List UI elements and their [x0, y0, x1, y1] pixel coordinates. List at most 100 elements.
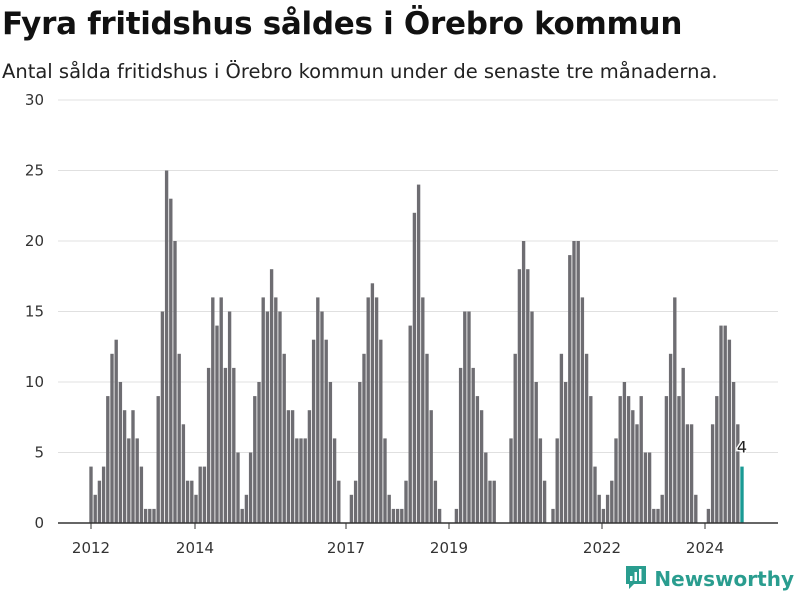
- bar: [358, 382, 362, 523]
- bar-series: [89, 170, 744, 524]
- bar: [433, 480, 438, 523]
- bar: [614, 438, 618, 523]
- bar: [118, 382, 123, 523]
- bar: [652, 508, 656, 523]
- bar: [416, 184, 421, 523]
- y-tick-label: 30: [25, 91, 44, 109]
- bar: [177, 353, 181, 523]
- bar: [101, 466, 106, 523]
- bar: [202, 466, 207, 523]
- bar: [706, 508, 711, 523]
- bar: [106, 396, 110, 523]
- bar: [513, 353, 517, 523]
- bar: [240, 508, 244, 523]
- bar: [261, 297, 265, 523]
- bar: [206, 367, 211, 523]
- bar: [563, 382, 568, 523]
- bar: [295, 438, 299, 523]
- data-labels: 4: [735, 436, 748, 458]
- bar: [89, 466, 93, 523]
- bar-chart: 0 5 10 15 20 25 30 2012 2014 2017 2019 2022 2024 4: [25, 91, 778, 557]
- bar: [639, 396, 643, 523]
- bar: [400, 508, 404, 523]
- bar: [97, 480, 102, 523]
- bar: [265, 311, 270, 523]
- bar: [521, 241, 526, 523]
- bar: [664, 396, 669, 523]
- bar: [530, 311, 534, 523]
- bar: [425, 353, 429, 523]
- y-axis-ticks: 0 5 10 15 20 25 30: [25, 91, 44, 532]
- bar: [194, 494, 198, 523]
- bar: [572, 241, 576, 523]
- bar: [404, 480, 408, 523]
- bar: [185, 480, 190, 523]
- bar: [580, 297, 585, 523]
- bar: [731, 382, 736, 523]
- bar: [471, 367, 475, 523]
- bar: [122, 410, 127, 523]
- bar: [223, 367, 228, 523]
- bar: [286, 410, 291, 523]
- bar: [362, 353, 366, 523]
- bar: [391, 508, 396, 523]
- bar: [467, 311, 471, 523]
- bar: [488, 480, 492, 523]
- bar: [269, 269, 274, 523]
- bar: [135, 438, 139, 523]
- y-tick-label: 0: [34, 514, 44, 532]
- chart-subtitle: Antal sålda fritidshus i Örebro kommun u…: [2, 60, 718, 83]
- bar: [454, 508, 459, 523]
- bar: [316, 297, 320, 523]
- bar: [173, 241, 177, 523]
- bar: [219, 297, 223, 523]
- bar: [181, 424, 186, 523]
- bar: [379, 339, 383, 523]
- bar: [110, 353, 114, 523]
- bar: [232, 367, 236, 523]
- bar: [324, 339, 328, 523]
- bar: [164, 170, 169, 523]
- bar: [463, 311, 467, 523]
- bar: [597, 494, 601, 523]
- chart-bubble-icon: [624, 564, 648, 594]
- bar: [215, 325, 219, 523]
- bar: [349, 494, 354, 523]
- bar: [148, 508, 152, 523]
- bar: [143, 508, 148, 523]
- bar: [248, 452, 253, 523]
- bar: [622, 382, 627, 523]
- bar: [534, 382, 538, 523]
- newsworthy-logo[interactable]: Newsworthy: [624, 564, 794, 594]
- bar: [593, 466, 597, 523]
- bar: [332, 438, 337, 523]
- bar: [635, 424, 639, 523]
- bar: [303, 438, 307, 523]
- bar: [576, 241, 580, 523]
- bar: [370, 283, 375, 523]
- bar: [127, 438, 131, 523]
- bar: [458, 367, 463, 523]
- bar: [694, 494, 698, 523]
- data-label-last-bar: 4: [737, 438, 747, 457]
- bar: [253, 396, 257, 523]
- bar: [517, 269, 522, 523]
- bar: [244, 494, 249, 523]
- bar: [589, 396, 593, 523]
- bar: [484, 452, 488, 523]
- bar: [719, 325, 723, 523]
- bar: [227, 311, 232, 523]
- bar: [169, 198, 173, 523]
- chart-title: Fyra fritidshus såldes i Örebro kommun: [2, 6, 683, 42]
- bar: [160, 311, 165, 523]
- bar: [152, 508, 156, 523]
- bar: [559, 353, 564, 523]
- bar: [689, 424, 694, 523]
- bar: [736, 424, 740, 523]
- brand-name: Newsworthy: [654, 567, 794, 591]
- bar: [685, 424, 690, 523]
- bar: [236, 452, 240, 523]
- bar: [542, 480, 547, 523]
- bar: [727, 339, 732, 523]
- y-tick-label: 5: [34, 444, 44, 462]
